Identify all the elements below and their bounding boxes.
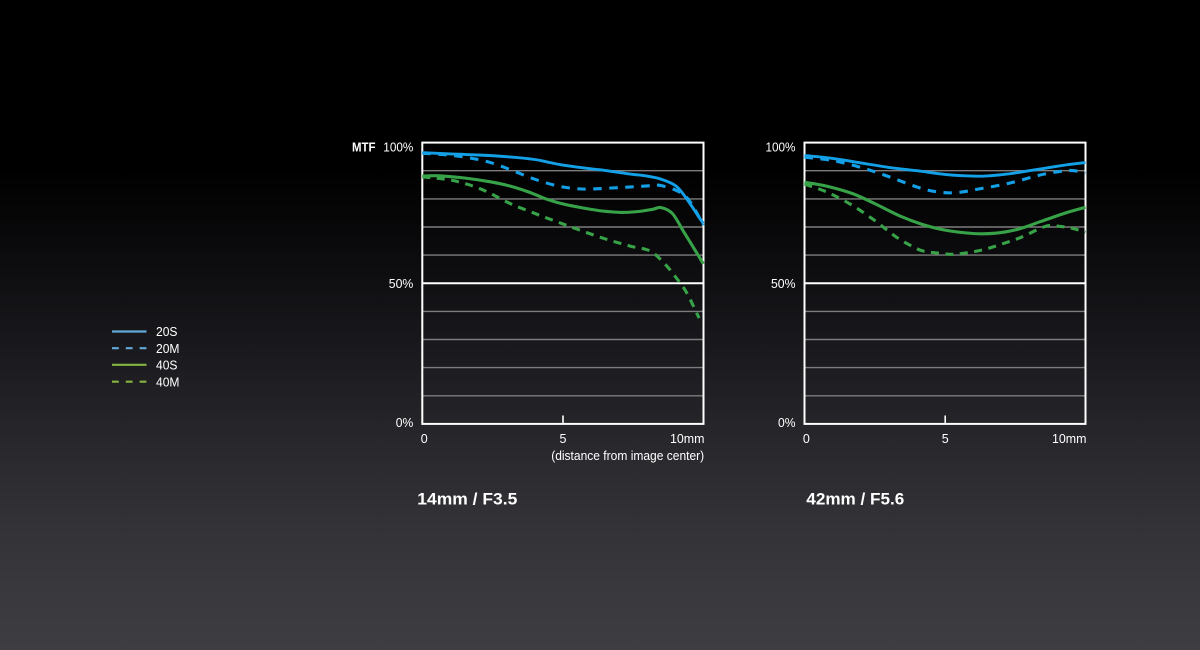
svg-text:100%: 100% — [383, 141, 413, 155]
svg-text:0%: 0% — [396, 416, 414, 430]
svg-text:10mm: 10mm — [1052, 432, 1087, 446]
svg-text:5: 5 — [942, 432, 949, 446]
svg-text:40S: 40S — [156, 359, 178, 373]
svg-text:50%: 50% — [771, 277, 796, 291]
svg-text:MTF: MTF — [352, 141, 376, 155]
svg-text:20S: 20S — [156, 325, 178, 339]
svg-text:0: 0 — [421, 432, 428, 446]
svg-text:100%: 100% — [766, 141, 796, 155]
svg-text:5: 5 — [560, 432, 567, 446]
svg-text:50%: 50% — [389, 277, 414, 291]
svg-text:0%: 0% — [778, 416, 796, 430]
svg-text:(distance from image center): (distance from image center) — [551, 449, 704, 463]
svg-text:14mm / F3.5: 14mm / F3.5 — [417, 490, 517, 509]
svg-text:42mm / F5.6: 42mm / F5.6 — [806, 490, 904, 509]
svg-text:20M: 20M — [156, 342, 180, 356]
svg-text:10mm: 10mm — [670, 432, 705, 446]
svg-text:40M: 40M — [156, 375, 180, 389]
svg-text:0: 0 — [803, 432, 810, 446]
